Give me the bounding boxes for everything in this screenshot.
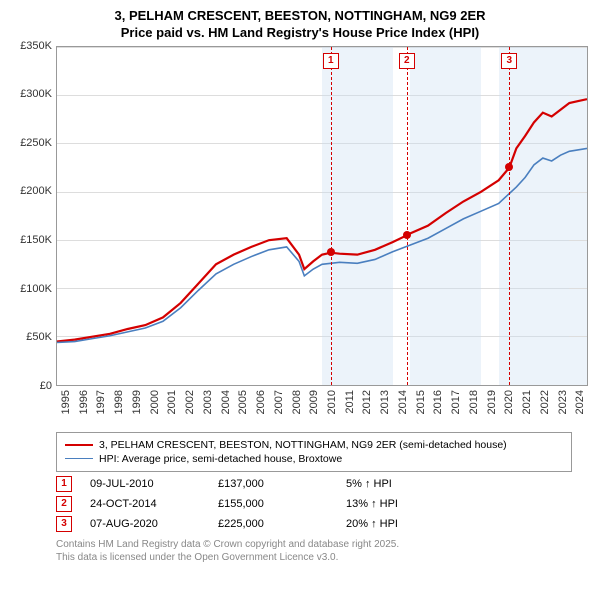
event-marker-box: 1 bbox=[323, 53, 339, 69]
chart-container: £0£50K£100K£150K£200K£250K£300K£350K 123… bbox=[8, 46, 592, 426]
y-tick-label: £0 bbox=[40, 380, 52, 392]
footer-attribution: Contains HM Land Registry data © Crown c… bbox=[56, 538, 592, 564]
title-line-1: 3, PELHAM CRESCENT, BEESTON, NOTTINGHAM,… bbox=[8, 8, 592, 25]
x-tick-label: 2014 bbox=[397, 390, 409, 414]
event-marker-box: 3 bbox=[501, 53, 517, 69]
x-tick-label: 2012 bbox=[361, 390, 373, 414]
x-tick-label: 2016 bbox=[432, 390, 444, 414]
y-tick-label: £300K bbox=[20, 88, 52, 100]
legend: 3, PELHAM CRESCENT, BEESTON, NOTTINGHAM,… bbox=[56, 432, 572, 472]
x-tick-label: 1998 bbox=[113, 390, 125, 414]
y-tick-label: £350K bbox=[20, 40, 52, 52]
x-tick-label: 2024 bbox=[574, 390, 586, 414]
x-tick-label: 2009 bbox=[308, 390, 320, 414]
event-point bbox=[403, 231, 411, 239]
x-tick-label: 2018 bbox=[468, 390, 480, 414]
title-line-2: Price paid vs. HM Land Registry's House … bbox=[8, 25, 592, 42]
x-tick-label: 2023 bbox=[557, 390, 569, 414]
x-tick-label: 2007 bbox=[273, 390, 285, 414]
chart-title: 3, PELHAM CRESCENT, BEESTON, NOTTINGHAM,… bbox=[8, 8, 592, 42]
x-tick-label: 2015 bbox=[415, 390, 427, 414]
y-tick-label: £100K bbox=[20, 283, 52, 295]
x-tick-label: 2000 bbox=[149, 390, 161, 414]
plot-area: 1 2 3 bbox=[56, 46, 588, 386]
x-tick-label: 2005 bbox=[237, 390, 249, 414]
y-tick-label: £250K bbox=[20, 137, 52, 149]
x-tick-label: 1996 bbox=[78, 390, 90, 414]
x-tick-label: 2022 bbox=[539, 390, 551, 414]
event-row-marker: 2 bbox=[56, 496, 72, 512]
legend-row: HPI: Average price, semi-detached house,… bbox=[65, 453, 563, 465]
x-tick-label: 2017 bbox=[450, 390, 462, 414]
event-date: 24-OCT-2014 bbox=[90, 498, 200, 510]
event-marker-box: 2 bbox=[399, 53, 415, 69]
footer-line-1: Contains HM Land Registry data © Crown c… bbox=[56, 538, 592, 551]
legend-swatch bbox=[65, 444, 93, 446]
legend-row: 3, PELHAM CRESCENT, BEESTON, NOTTINGHAM,… bbox=[65, 439, 563, 451]
event-row: 3 07-AUG-2020 £225,000 20% ↑ HPI bbox=[56, 516, 572, 532]
event-vline bbox=[331, 47, 332, 385]
x-tick-label: 2019 bbox=[486, 390, 498, 414]
line-chart-svg bbox=[57, 47, 587, 385]
event-delta: 5% ↑ HPI bbox=[346, 478, 456, 490]
event-delta: 20% ↑ HPI bbox=[346, 518, 456, 530]
event-row-marker: 3 bbox=[56, 516, 72, 532]
event-row: 2 24-OCT-2014 £155,000 13% ↑ HPI bbox=[56, 496, 572, 512]
event-vline bbox=[509, 47, 510, 385]
event-vline bbox=[407, 47, 408, 385]
x-tick-label: 2008 bbox=[291, 390, 303, 414]
event-date: 09-JUL-2010 bbox=[90, 478, 200, 490]
event-table: 1 09-JUL-2010 £137,000 5% ↑ HPI 2 24-OCT-2014… bbox=[56, 476, 572, 532]
x-tick-label: 1997 bbox=[95, 390, 107, 414]
x-axis: 1995 1996 1997 1998 1999 2000 2001 2002 2003 2004… bbox=[56, 388, 588, 426]
y-tick-label: £150K bbox=[20, 234, 52, 246]
x-tick-label: 2004 bbox=[220, 390, 232, 414]
event-price: £225,000 bbox=[218, 518, 328, 530]
x-tick-label: 1999 bbox=[131, 390, 143, 414]
event-date: 07-AUG-2020 bbox=[90, 518, 200, 530]
x-tick-label: 1995 bbox=[60, 390, 72, 414]
y-tick-label: £200K bbox=[20, 185, 52, 197]
x-tick-label: 2001 bbox=[166, 390, 178, 414]
legend-label: HPI: Average price, semi-detached house,… bbox=[99, 453, 342, 465]
event-point bbox=[505, 163, 513, 171]
event-price: £155,000 bbox=[218, 498, 328, 510]
y-axis: £0£50K£100K£150K£200K£250K£300K£350K bbox=[8, 46, 56, 386]
event-row: 1 09-JUL-2010 £137,000 5% ↑ HPI bbox=[56, 476, 572, 492]
x-tick-label: 2021 bbox=[521, 390, 533, 414]
legend-swatch bbox=[65, 458, 93, 459]
event-row-marker: 1 bbox=[56, 476, 72, 492]
x-tick-label: 2020 bbox=[503, 390, 515, 414]
x-tick-label: 2013 bbox=[379, 390, 391, 414]
event-price: £137,000 bbox=[218, 478, 328, 490]
x-tick-label: 2011 bbox=[344, 390, 356, 414]
event-point bbox=[327, 248, 335, 256]
event-delta: 13% ↑ HPI bbox=[346, 498, 456, 510]
legend-label: 3, PELHAM CRESCENT, BEESTON, NOTTINGHAM,… bbox=[99, 439, 507, 451]
x-tick-label: 2003 bbox=[202, 390, 214, 414]
series-line-price_paid bbox=[57, 99, 587, 341]
x-tick-label: 2006 bbox=[255, 390, 267, 414]
y-tick-label: £50K bbox=[26, 331, 52, 343]
x-tick-label: 2002 bbox=[184, 390, 196, 414]
series-line-hpi bbox=[57, 148, 587, 342]
x-tick-label: 2010 bbox=[326, 390, 338, 414]
footer-line-2: This data is licensed under the Open Gov… bbox=[56, 551, 592, 564]
